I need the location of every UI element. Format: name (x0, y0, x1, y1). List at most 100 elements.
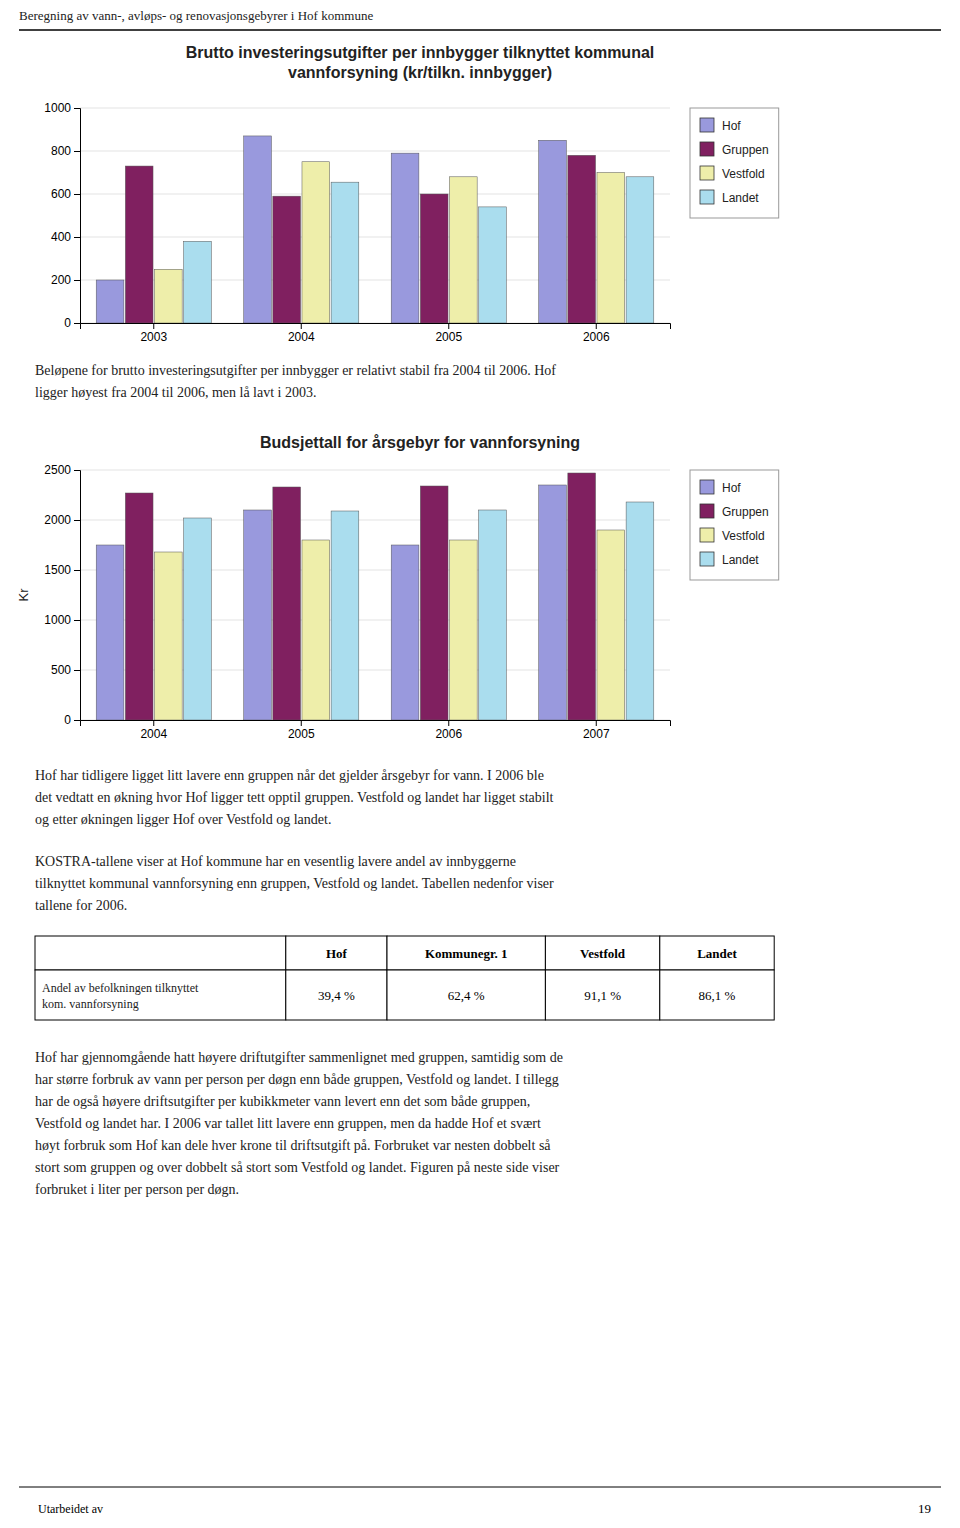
bar (244, 510, 272, 720)
axis-domain (81, 721, 671, 727)
bar (96, 280, 124, 323)
x-tick-mark (448, 323, 449, 329)
y-tick-label: 200 (51, 273, 71, 287)
paragraph-line: Hof har tidligere ligget litt lavere enn… (35, 768, 544, 783)
chart-title: Budsjettall for årsgebyr for vannforsyni… (260, 434, 580, 451)
bar (479, 207, 507, 323)
bar-series (96, 485, 566, 720)
chart: 200320042005200602004006008001000HofGrup… (44, 101, 778, 343)
legend-swatch (700, 552, 714, 566)
chart-title-line: Budsjettall for årsgebyr for vannforsyni… (260, 434, 580, 451)
table-cell (660, 970, 774, 1020)
paragraph-line: KOSTRA-tallene viser at Hof kommune har … (35, 854, 516, 869)
bar (184, 241, 212, 323)
y-tick: 2500 (44, 463, 80, 477)
bar (154, 552, 182, 720)
x-tick-label: 2007 (583, 727, 610, 741)
x-tick-mark (596, 720, 597, 726)
x-tick: 2004 (288, 323, 315, 344)
paragraph-line: tallene for 2006. (35, 898, 127, 913)
x-tick-label: 2005 (288, 727, 315, 741)
y-tick-mark (74, 670, 80, 671)
bar (449, 177, 477, 323)
legend-frame (690, 470, 779, 580)
y-tick: 500 (51, 663, 80, 677)
bar (420, 486, 448, 720)
y-tick-label: 0 (64, 316, 71, 330)
x-tick: 2006 (583, 323, 610, 344)
bar (568, 155, 596, 323)
y-tick: 600 (51, 187, 80, 201)
x-tick: 2007 (583, 720, 610, 741)
y-tick-mark (74, 323, 80, 324)
y-tick-label: 0 (64, 713, 71, 727)
table-header-cell (387, 936, 545, 970)
legend-item: Gruppen (700, 142, 769, 157)
page-title-line: Beregning av vann-, avløps- og renovasjo… (19, 8, 373, 23)
table-row-label-line: Andel av befolkningen tilknyttet (42, 981, 199, 995)
table-header: Hof (326, 946, 348, 961)
bar (331, 182, 359, 323)
y-tick: 400 (51, 230, 80, 244)
paragraph-line: forbruket i liter per person per døgn. (35, 1182, 239, 1197)
paragraph: Hof har tidligere ligget litt lavere enn… (35, 768, 554, 827)
x-tick-label: 2006 (435, 727, 462, 741)
legend-item: Landet (700, 190, 759, 205)
x-tick-label: 2005 (435, 330, 462, 344)
legend-swatch (700, 504, 714, 518)
x-tick-mark (301, 720, 302, 726)
footer-rule (19, 1487, 941, 1488)
y-axis: 05001000150020002500 (44, 463, 80, 727)
bar-series (184, 502, 654, 720)
y-tick-label: 500 (51, 663, 71, 677)
y-tick-label: 2000 (44, 513, 71, 527)
x-tick: 2005 (435, 323, 462, 344)
paragraph-line: ligger høyest fra 2004 til 2006, men lå … (35, 385, 317, 400)
bar (420, 194, 448, 323)
y-tick: 200 (51, 273, 80, 287)
x-tick-mark (301, 323, 302, 329)
bar (479, 510, 507, 720)
paragraph-line: stort som gruppen og over dobbelt så sto… (35, 1160, 560, 1175)
paragraph-line: Hof har gjennomgående hatt høyere driftu… (35, 1050, 563, 1065)
legend-label: Landet (722, 553, 759, 567)
legend-label: Landet (722, 191, 759, 205)
y-axis-label: Kr (16, 588, 31, 602)
chart-title: Brutto investeringsutgifter per innbygge… (186, 44, 655, 81)
grid (80, 470, 670, 720)
axis-domain (74, 109, 81, 324)
grid-line (80, 151, 670, 152)
table-cell (545, 970, 659, 1020)
paragraph-line: har de også høyere driftsutgifter per ku… (35, 1094, 530, 1109)
y-tick-label: 1000 (44, 101, 71, 115)
legend-swatch (700, 142, 714, 156)
bar (96, 545, 124, 720)
legend-swatch (700, 190, 714, 204)
table-value: 62,4 % (448, 988, 485, 1003)
axis-domain (81, 324, 671, 330)
legend-label: Hof (722, 119, 741, 133)
table: Hof39,4 %Kommunegr. 162,4 %Vestfold91,1 … (35, 936, 774, 1020)
x-tick-mark (448, 720, 449, 726)
paragraph: Beløpene for brutto investeringsutgifter… (35, 363, 556, 400)
chart: 200420052006200705001000150020002500KrHo… (16, 463, 779, 740)
bars (96, 136, 654, 323)
y-tick-label: 600 (51, 187, 71, 201)
table-header: Vestfold (580, 946, 626, 961)
table-header-cell (35, 936, 286, 970)
y-tick-mark (74, 570, 80, 571)
bar-series (96, 136, 566, 323)
y-tick: 1500 (44, 563, 80, 577)
table-value: 39,4 % (318, 988, 355, 1003)
bar (449, 540, 477, 720)
paragraph-line: det vedtatt en økning hvor Hof ligger te… (35, 790, 554, 805)
bar (184, 518, 212, 720)
grid-line (80, 470, 670, 471)
bar (391, 153, 419, 323)
legend-label: Hof (722, 481, 741, 495)
bar (597, 530, 625, 720)
bar (125, 493, 153, 720)
table-row-label-line: kom. vannforsyning (42, 997, 139, 1011)
y-tick: 0 (64, 713, 80, 727)
y-tick: 2000 (44, 513, 80, 527)
